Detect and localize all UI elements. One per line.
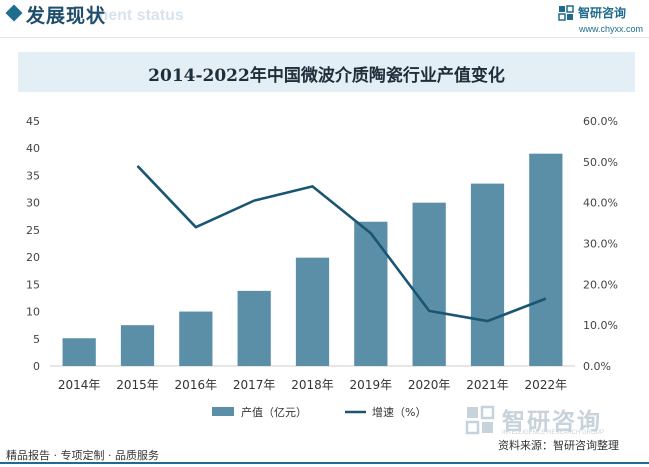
y-right-tick-label: 0.0%	[583, 360, 611, 373]
legend-bar-swatch	[212, 407, 234, 416]
x-tick-label: 2016年	[175, 378, 218, 392]
y-right-tick-label: 40.0%	[583, 197, 618, 210]
y-left-tick-label: 30	[26, 197, 40, 210]
legend-line-label: 增速（%）	[372, 405, 426, 419]
x-tick-label: 2022年	[525, 378, 568, 392]
title-band: 2014-2022年中国微波介质陶瓷行业产值变化	[18, 52, 635, 92]
legend-bar-label: 产值（亿元）	[241, 405, 307, 419]
y-left-tick-label: 5	[33, 333, 40, 346]
brand-url: www.chyxx.com	[579, 24, 644, 34]
footer-logo-icon	[465, 405, 495, 435]
x-tick-label: 2017年	[233, 378, 276, 392]
section-title: 发展现状	[26, 5, 107, 27]
bar	[412, 202, 446, 366]
y-left-tick-label: 15	[26, 278, 40, 291]
bar	[237, 290, 271, 366]
source-note: 资料来源：智研咨询整理	[498, 439, 619, 452]
header-divider	[0, 37, 649, 38]
y-left-tick-label: 45	[26, 115, 40, 128]
x-tick-label: 2015年	[116, 378, 159, 392]
x-tick-label: 2021年	[466, 378, 509, 392]
x-tick-label: 2014年	[58, 378, 101, 392]
y-right-tick-label: 30.0%	[583, 238, 618, 251]
bar	[295, 257, 330, 366]
section-ghost-text: ment status	[94, 7, 184, 24]
footer-logo-en: INTELLIGENCE RESEARCH GROUP	[502, 430, 605, 436]
chart-title: 2014-2022年中国微波介质陶瓷行业产值变化	[148, 66, 505, 86]
bar	[179, 311, 213, 366]
x-tick-label: 2019年	[350, 378, 393, 392]
brand-name: 智研咨询	[578, 6, 627, 20]
y-left-tick-label: 35	[26, 169, 40, 182]
bar	[62, 338, 96, 366]
brand-logo-icon	[558, 5, 574, 21]
y-left-tick-label: 40	[26, 142, 40, 155]
footer-tagline: 精品报告 · 专项定制 · 品质服务	[6, 449, 159, 462]
bar	[354, 221, 388, 366]
bar	[470, 183, 505, 366]
y-right-tick-label: 50.0%	[583, 156, 618, 169]
x-tick-label: 2020年	[408, 378, 451, 392]
growth-line	[136, 165, 547, 323]
y-left-tick-label: 10	[26, 306, 40, 319]
y-right-tick-label: 10.0%	[583, 319, 618, 332]
y-left-tick-label: 25	[26, 224, 40, 237]
y-left-tick-label: 20	[26, 251, 40, 264]
bar	[120, 325, 155, 366]
header: ment status 发展现状 智研咨询 www.chyxx.com	[0, 0, 649, 38]
y-right-tick-label: 60.0%	[583, 115, 618, 128]
bar	[529, 153, 563, 366]
bottom-divider	[0, 462, 649, 464]
y-left-tick-label: 0	[33, 360, 40, 373]
x-tick-label: 2018年	[291, 378, 334, 392]
y-right-tick-label: 20.0%	[583, 278, 618, 291]
footer-logo-text: 智研咨询	[502, 409, 602, 435]
